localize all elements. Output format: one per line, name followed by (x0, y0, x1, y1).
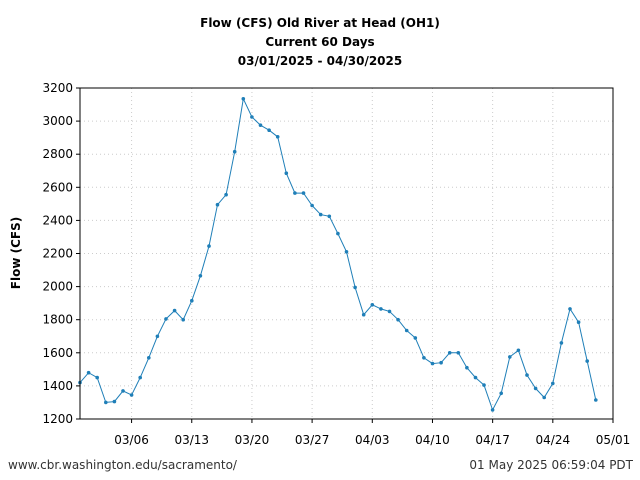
x-tick-label: 04/17 (475, 433, 510, 447)
chart-subtitle: Current 60 Days (265, 35, 375, 49)
chart-date-range: 03/01/2025 - 04/30/2025 (237, 54, 403, 68)
series-line (79, 97, 597, 412)
source-url: www.cbr.washington.edu/sacramento/ (8, 458, 237, 472)
data-point (585, 359, 589, 363)
data-point (361, 312, 366, 317)
data-point (224, 192, 228, 197)
data-point (456, 351, 461, 355)
y-tick-label: 2400 (42, 213, 73, 227)
data-point (232, 149, 237, 154)
data-point (439, 360, 443, 365)
data-point (112, 399, 117, 404)
data-point (310, 203, 314, 208)
y-tick-label: 1600 (42, 346, 73, 360)
data-point (138, 375, 142, 380)
data-point (533, 386, 538, 391)
data-point (104, 400, 108, 405)
data-point (267, 128, 271, 132)
y-axis-label: Flow (CFS) (9, 217, 23, 289)
data-point (258, 123, 263, 127)
x-tick-label: 03/27 (295, 433, 330, 447)
data-point (568, 307, 572, 311)
data-point (482, 383, 486, 387)
data-point (172, 308, 177, 313)
x-tick-label: 03/13 (174, 433, 209, 447)
y-tick-label: 2800 (42, 147, 73, 161)
data-point (508, 355, 512, 359)
data-point (447, 351, 452, 355)
data-point (327, 214, 332, 219)
data-point (551, 381, 555, 386)
data-point (164, 317, 168, 321)
x-tick-label: 03/06 (114, 433, 149, 447)
data-point (190, 298, 194, 303)
data-point (241, 97, 246, 101)
y-tick-label: 2200 (42, 247, 73, 261)
data-point (198, 274, 203, 278)
data-point (336, 231, 340, 236)
data-point (301, 191, 306, 195)
data-point (250, 115, 254, 119)
data-point (396, 317, 400, 322)
data-point (344, 250, 349, 254)
axis-ticks: 1200 1400 1600 1800 2000 2200 2400 2600 2800 3000… (42, 81, 630, 447)
timestamp: 01 May 2025 06:59:04 PDT (469, 458, 633, 472)
data-point (465, 365, 469, 370)
plot-frame (79, 87, 614, 420)
data-point (275, 135, 280, 139)
data-point (129, 393, 134, 397)
y-tick-label: 2000 (42, 280, 73, 294)
data-point (147, 356, 151, 360)
data-point (95, 375, 99, 380)
x-tick-label: 05/01 (596, 433, 631, 447)
x-tick-label: 04/03 (355, 433, 390, 447)
data-point (353, 285, 357, 290)
data-point (516, 348, 521, 353)
data-point (559, 341, 564, 345)
data-point (576, 320, 581, 325)
data-point (499, 391, 504, 396)
data-point (215, 202, 220, 207)
data-point (422, 356, 426, 360)
data-point (542, 395, 546, 400)
y-tick-label: 3200 (42, 81, 73, 95)
data-point (181, 317, 185, 322)
data-point (525, 373, 529, 377)
x-tick-label: 03/20 (235, 433, 270, 447)
data-point (86, 370, 91, 375)
data-point (490, 408, 495, 412)
data-point (155, 334, 160, 339)
data-point (404, 328, 409, 333)
data-point (413, 336, 418, 340)
grid (80, 88, 613, 419)
x-tick-label: 04/10 (415, 433, 450, 447)
data-point (293, 191, 297, 195)
data-point (370, 303, 375, 307)
data-point (207, 244, 211, 248)
y-tick-label: 1400 (42, 379, 73, 393)
series (78, 97, 598, 412)
data-point (318, 212, 323, 217)
data-point (594, 398, 598, 402)
data-point (387, 309, 392, 314)
data-point (473, 375, 478, 380)
y-tick-label: 1200 (42, 412, 73, 426)
x-tick-label: 04/24 (536, 433, 571, 447)
y-tick-label: 1800 (42, 313, 73, 327)
data-point (284, 171, 289, 175)
y-tick-label: 2600 (42, 180, 73, 194)
data-point (430, 361, 435, 366)
y-tick-label: 3000 (42, 114, 73, 128)
chart-title: Flow (CFS) Old River at Head (OH1) (200, 16, 440, 30)
data-point (379, 307, 383, 311)
data-point (121, 389, 125, 393)
